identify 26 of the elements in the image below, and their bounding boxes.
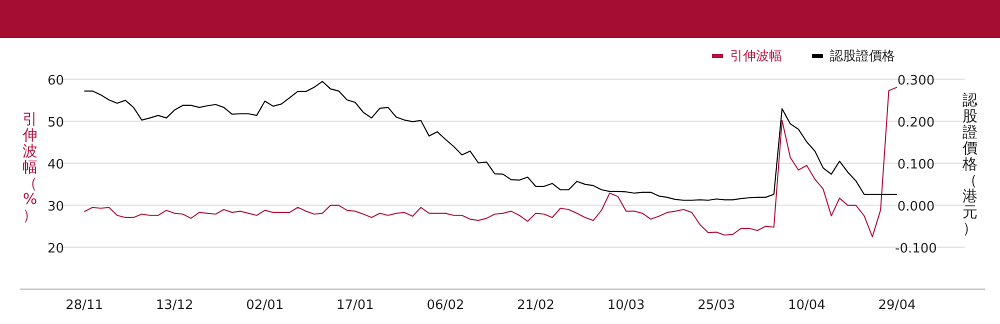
y2-tick-label: 0.300 bbox=[897, 73, 935, 88]
x-tick-label: 17/01 bbox=[336, 298, 374, 313]
y-axis-title: 引伸波幅（%） bbox=[22, 110, 38, 224]
y-tick-label: 20 bbox=[47, 241, 64, 256]
y2-tick-label: 0.000 bbox=[897, 199, 935, 214]
y-tick-label: 30 bbox=[47, 199, 64, 214]
x-tick-label: 02/01 bbox=[246, 298, 284, 313]
x-tick-label: 25/03 bbox=[698, 298, 736, 313]
y2-tick-label: -0.100 bbox=[895, 241, 937, 256]
x-tick-label: 21/02 bbox=[517, 298, 555, 313]
legend-label: 認股證價格 bbox=[830, 49, 895, 64]
y-tick-label: 40 bbox=[47, 157, 64, 172]
x-tick-label: 06/02 bbox=[426, 298, 464, 313]
text: 認股證價格（港元） bbox=[962, 91, 978, 237]
x-tick-label: 10/04 bbox=[788, 298, 826, 313]
line-series bbox=[84, 80, 898, 201]
x-tick-label: 29/04 bbox=[878, 298, 916, 313]
line-series bbox=[84, 86, 898, 238]
y2-tick-label: 0.100 bbox=[897, 157, 935, 172]
y2-tick-label: 0.200 bbox=[897, 115, 935, 130]
x-tick-label: 13/12 bbox=[156, 298, 194, 313]
y-tick-label: 60 bbox=[47, 73, 64, 88]
x-tick-label: 28/11 bbox=[66, 298, 104, 313]
legend-label: 引伸波幅 bbox=[730, 49, 782, 64]
y-tick-label: 50 bbox=[47, 115, 64, 130]
x-tick-label: 10/03 bbox=[607, 298, 645, 313]
